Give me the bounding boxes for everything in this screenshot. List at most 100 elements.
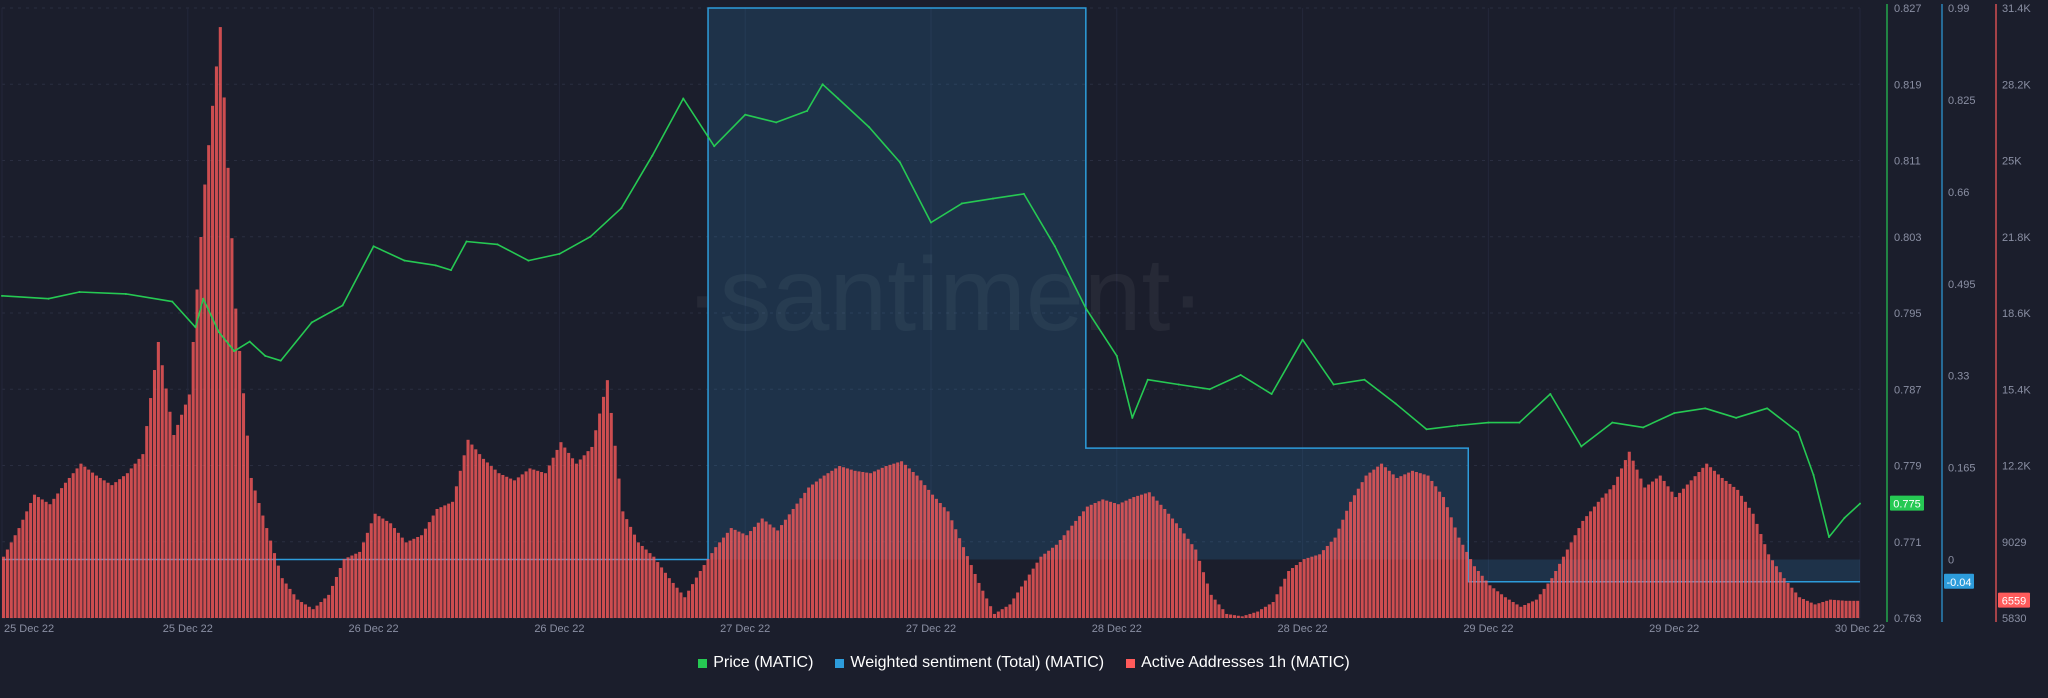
active-addresses-bar (1410, 470, 1415, 618)
price-point (1487, 421, 1490, 424)
active-addresses-bar (880, 467, 884, 618)
price-point (202, 297, 205, 300)
active-addresses-bar (1352, 495, 1356, 618)
price-point (1332, 383, 1335, 386)
active-addresses-bar (400, 537, 404, 618)
active-addresses-bar (1078, 516, 1082, 618)
legend-item-addresses[interactable]: Active Addresses 1h (MATIC) (1126, 654, 1350, 672)
active-addresses-bar (617, 478, 621, 618)
active-addresses-bar (187, 394, 191, 618)
legend-item-price[interactable]: Price (MATIC) (698, 654, 813, 672)
price-point (1735, 416, 1738, 419)
active-addresses-bar (1484, 580, 1488, 618)
active-addresses-bar (1089, 504, 1093, 618)
active-addresses-bar (1201, 572, 1206, 618)
active-addresses-bar (1654, 478, 1658, 618)
active-addresses-bar (1116, 504, 1120, 618)
active-addresses-bar (532, 469, 536, 618)
active-addresses-bar (1395, 477, 1399, 618)
active-addresses-bar (1093, 503, 1097, 618)
active-addresses-bar (1798, 597, 1802, 618)
active-addresses-bar (183, 404, 187, 618)
active-addresses-bar (1542, 588, 1546, 618)
active-addresses-bar (640, 545, 644, 618)
active-addresses-bar (1263, 606, 1267, 618)
active-addresses-bar (404, 542, 408, 618)
active-addresses-bar (435, 508, 439, 618)
active-addresses-bar (896, 462, 900, 618)
active-addresses-bar (1530, 601, 1535, 618)
active-addresses-bar (1039, 556, 1043, 618)
active-addresses-bar (992, 613, 997, 618)
active-addresses-bar (1538, 594, 1542, 618)
legend-label-addresses: Active Addresses 1h (MATIC) (1141, 654, 1350, 671)
active-addresses-bar (9, 542, 13, 618)
active-addresses-bar (121, 476, 126, 618)
active-addresses-bar (563, 447, 567, 618)
active-addresses-bar (1109, 501, 1113, 618)
active-addresses-bar (989, 606, 993, 618)
active-addresses-bar (1236, 615, 1240, 618)
active-addresses-bar (1221, 609, 1225, 618)
active-addresses-bar (447, 503, 451, 618)
active-addresses-bar (1120, 502, 1124, 618)
active-addresses-bar (1391, 474, 1395, 618)
active-addresses-bar (241, 393, 246, 618)
addresses-axis-tick: 25K (2002, 156, 2022, 168)
active-addresses-bar (60, 488, 64, 618)
active-addresses-bar (656, 562, 660, 618)
active-addresses-bar (961, 547, 966, 618)
active-addresses-bar (865, 472, 869, 618)
active-addresses-bar (1356, 488, 1360, 618)
active-addresses-bar (176, 424, 180, 618)
addresses-axis-tick: 18.6K (2002, 308, 2031, 320)
price-point (775, 121, 778, 124)
active-addresses-bar (501, 474, 505, 618)
active-addresses-bar (687, 590, 691, 618)
active-addresses-bar (1821, 602, 1825, 618)
active-addresses-bar (1569, 542, 1573, 618)
active-addresses-bar (505, 476, 509, 618)
active-addresses-bar (466, 439, 470, 618)
active-addresses-bar (632, 534, 637, 618)
active-addresses-bar (1035, 562, 1039, 618)
active-addresses-bar (911, 472, 915, 618)
active-addresses-bar (462, 455, 466, 618)
active-addresses-bar (245, 435, 249, 618)
active-addresses-bar (1151, 496, 1155, 618)
active-addresses-bar (1492, 588, 1496, 618)
active-addresses-bar (1232, 615, 1236, 618)
active-addresses-bar (1070, 525, 1074, 618)
active-addresses-bar (79, 463, 83, 618)
price-point (527, 259, 530, 262)
active-addresses-bar (1581, 520, 1585, 618)
active-addresses-bar (1689, 480, 1693, 618)
addresses-axis-tick: 31.4K (2002, 3, 2031, 15)
active-addresses-bar (296, 599, 300, 618)
active-addresses-bar (284, 583, 288, 618)
sentiment-current-badge-bg (1944, 573, 1974, 589)
active-addresses-bar (644, 549, 648, 618)
active-addresses-bar (954, 529, 958, 618)
active-addresses-bar (334, 576, 338, 618)
active-addresses-bar (1283, 578, 1287, 618)
active-addresses-bar (1271, 602, 1275, 618)
active-addresses-bar (497, 473, 501, 618)
price-point (1208, 388, 1211, 391)
active-addresses-bar (1399, 476, 1403, 618)
active-addresses-bar (1511, 602, 1515, 618)
active-addresses-bar (443, 505, 447, 618)
active-addresses-bar (1817, 603, 1821, 618)
active-addresses-bar (381, 518, 385, 618)
active-addresses-bar (857, 471, 861, 618)
active-addresses-bar (1290, 568, 1295, 618)
active-addresses-bar (1031, 568, 1035, 618)
legend-swatch-price (698, 658, 708, 668)
active-addresses-bar (582, 455, 586, 618)
active-addresses-bar (671, 582, 675, 618)
active-addresses-bar (67, 477, 71, 618)
legend-item-sentiment[interactable]: Weighted sentiment (Total) (MATIC) (835, 654, 1104, 672)
active-addresses-bar (1372, 469, 1376, 618)
